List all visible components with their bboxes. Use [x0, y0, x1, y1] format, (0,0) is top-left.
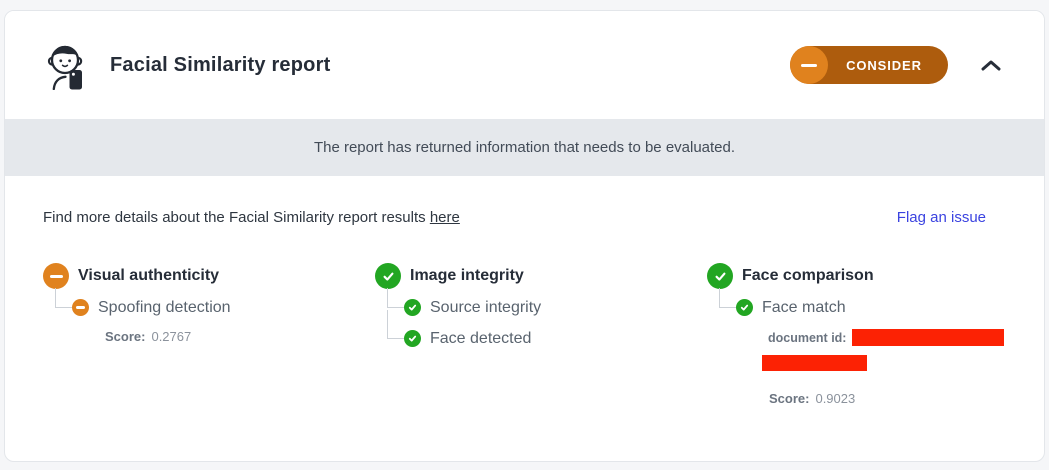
clear-check-icon — [736, 299, 753, 316]
section-children: Face match — [719, 288, 1039, 323]
details-text: Find more details about the Facial Simil… — [43, 209, 430, 226]
status-badge-label: CONSIDER — [846, 57, 922, 73]
chevron-up-icon — [981, 60, 1001, 71]
section-visual-authenticity: Visual authenticity Spoofing detection S… — [43, 263, 375, 406]
report-result-banner: The report has returned information that… — [5, 119, 1044, 176]
selfie-face-icon — [47, 45, 83, 90]
breakdown-item-face-match: Face match — [719, 288, 1039, 323]
redacted-document-id — [852, 329, 1005, 346]
score-value: 0.9023 — [815, 391, 856, 406]
score-label: Score: — [769, 391, 810, 406]
report-body: Find more details about the Facial Simil… — [5, 209, 1044, 406]
section-header: Face comparison — [707, 263, 1039, 289]
breakdown-columns: Visual authenticity Spoofing detection S… — [43, 263, 1005, 406]
page-title: Facial Similarity report — [110, 53, 331, 76]
score-row: Score: 0.9023 — [769, 391, 1039, 406]
clear-check-icon — [404, 330, 421, 347]
section-title: Face comparison — [742, 267, 874, 284]
breakdown-item-source-integrity: Source integrity — [387, 288, 707, 323]
section-header: Visual authenticity — [43, 263, 375, 289]
clear-check-icon — [404, 299, 421, 316]
score-row: Score: 0.2767 — [105, 329, 375, 344]
banner-message: The report has returned information that… — [313, 139, 736, 156]
breakdown-item-face-detected: Face detected — [387, 310, 707, 354]
section-children: Source integrity Face detected — [387, 288, 707, 354]
section-title: Visual authenticity — [78, 267, 220, 284]
clear-check-icon — [707, 263, 733, 289]
flag-an-issue-link[interactable]: Flag an issue — [896, 209, 986, 226]
document-id-row: document id: — [768, 329, 1039, 346]
breakdown-item-label: Face match — [762, 298, 846, 316]
details-row: Find more details about the Facial Simil… — [43, 209, 986, 226]
collapse-section-button[interactable] — [976, 50, 1006, 80]
section-title: Image integrity — [410, 267, 524, 284]
consider-minus-icon — [790, 46, 828, 84]
consider-minus-icon — [72, 299, 89, 316]
consider-status-badge[interactable]: CONSIDER — [790, 46, 948, 84]
score-value: 0.2767 — [151, 329, 192, 344]
details-here-link[interactable]: here — [429, 209, 460, 226]
report-header: Facial Similarity report CONSIDER — [5, 11, 1044, 119]
section-image-integrity: Image integrity Source integrity Face de… — [375, 263, 707, 406]
score-label: Score: — [105, 329, 146, 344]
consider-minus-icon — [43, 263, 69, 289]
breakdown-item-spoofing-detection: Spoofing detection — [55, 288, 375, 323]
section-face-comparison: Face comparison Face match document id: — [707, 263, 1039, 406]
facial-similarity-report-card: Facial Similarity report CONSIDER The re… — [4, 10, 1045, 462]
redacted-document-id-continued — [762, 355, 867, 371]
clear-check-icon — [375, 263, 401, 289]
section-header: Image integrity — [375, 263, 707, 289]
document-id-label: document id: — [768, 330, 847, 345]
section-children: Spoofing detection — [55, 288, 375, 323]
breakdown-item-label: Spoofing detection — [98, 298, 231, 316]
breakdown-item-label: Source integrity — [430, 298, 542, 316]
breakdown-item-label: Face detected — [430, 329, 532, 347]
